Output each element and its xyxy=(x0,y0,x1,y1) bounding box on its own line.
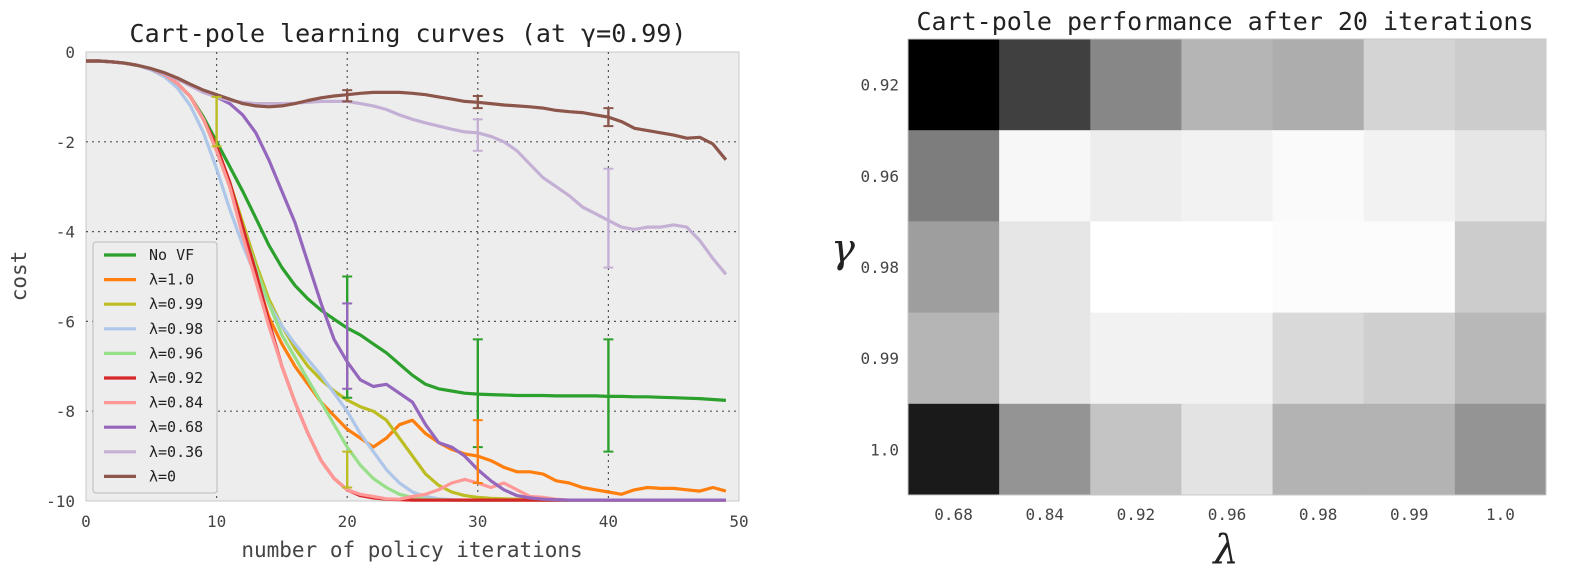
heatmap-cell xyxy=(908,130,1000,222)
legend-label-8: λ=0.36 xyxy=(149,443,203,461)
heatmap-y-axis-label: γ xyxy=(831,226,855,272)
heatmap-cell xyxy=(908,39,1000,131)
heatmap-x-axis-label: λ xyxy=(1211,527,1238,569)
heatmap-x-tick-label: 1.0 xyxy=(1486,505,1515,524)
heatmap-cell xyxy=(1090,130,1182,222)
heatmap-y-tick-labels: 0.92 0.96 0.98 0.99 1.0 xyxy=(860,76,899,460)
heatmap-x-tick-label: 0.98 xyxy=(1299,505,1338,524)
x-tick-label: 40 xyxy=(599,512,618,531)
heatmap-x-tick-label: 0.84 xyxy=(1025,505,1064,524)
x-tick-label: 50 xyxy=(729,512,748,531)
x-tick-labels: 0 10 20 30 40 50 xyxy=(81,512,748,531)
x-tick-label: 10 xyxy=(207,512,226,531)
heatmap-cell xyxy=(908,312,1000,405)
heatmap-x-tick-label: 0.96 xyxy=(1208,505,1247,524)
heatmap-frame xyxy=(907,38,1547,496)
heatmap-cell xyxy=(1454,39,1547,131)
heatmap-cell xyxy=(1454,403,1547,496)
heatmap-x-tick-label: 0.92 xyxy=(1117,505,1156,524)
legend-label-0: No VF xyxy=(149,246,194,264)
error-bar xyxy=(472,118,483,152)
heatmap-cell xyxy=(1181,130,1274,222)
legend-label-9: λ=0 xyxy=(149,467,176,485)
legend-label-5: λ=0.92 xyxy=(149,369,203,387)
y-tick-label: -4 xyxy=(56,223,75,242)
heatmap-cell xyxy=(1181,221,1274,314)
heatmap-y-tick-label: 1.0 xyxy=(870,440,899,459)
x-tick-label: 20 xyxy=(338,512,357,531)
error-bar xyxy=(472,95,483,110)
heatmap-cell xyxy=(1363,312,1456,405)
heatmap-cell xyxy=(1181,39,1274,131)
error-bar xyxy=(603,338,614,453)
y-axis-label: cost xyxy=(7,251,31,302)
heatmap-cell xyxy=(1454,130,1547,222)
heatmap-cell xyxy=(908,403,1000,496)
heatmap-cell xyxy=(1363,130,1456,222)
error-bar xyxy=(342,450,353,489)
heatmap-cell xyxy=(1363,221,1456,314)
heatmap-cell xyxy=(1090,221,1182,314)
heatmap-cell xyxy=(1454,221,1547,314)
heatmap-cell xyxy=(999,39,1091,131)
legend-label-7: λ=0.68 xyxy=(149,418,203,436)
heatmap-cell xyxy=(1181,403,1274,496)
error-bar xyxy=(211,95,222,148)
legend-label-1: λ=1.0 xyxy=(149,271,194,289)
heatmap-cell xyxy=(1272,221,1365,314)
error-bar xyxy=(342,302,353,390)
legend-label-3: λ=0.98 xyxy=(149,320,203,338)
heatmap-cell xyxy=(908,221,1000,314)
error-bar xyxy=(342,89,353,103)
heatmap-y-tick-label: 0.98 xyxy=(860,258,899,277)
heatmap-cell xyxy=(1272,39,1365,131)
heatmap-cell xyxy=(999,130,1091,222)
heatmap-plot: Cart-pole performance after 20 iteration… xyxy=(831,7,1547,569)
legend: No VF λ=1.0 λ=0.99 λ=0.98 λ=0.96 λ=0.92 λ=0.84… xyxy=(92,241,218,494)
heatmap-cell xyxy=(1090,39,1182,131)
heatmap-cells xyxy=(908,39,1547,496)
heatmap-x-tick-label: 0.99 xyxy=(1390,505,1429,524)
error-bar xyxy=(603,107,614,128)
series-line-9 xyxy=(86,59,728,161)
error-bar xyxy=(603,167,614,269)
y-tick-label: -10 xyxy=(46,492,75,511)
heatmap-title: Cart-pole performance after 20 iteration… xyxy=(916,7,1533,36)
y-tick-label: -6 xyxy=(56,312,75,331)
legend-label-4: λ=0.96 xyxy=(149,344,203,362)
heatmap-cell xyxy=(999,312,1091,405)
y-tick-label: 0 xyxy=(65,43,75,62)
heatmap-cell xyxy=(1272,312,1365,405)
heatmap-cell xyxy=(1454,312,1547,405)
series-lines xyxy=(86,59,728,502)
heatmap-cell xyxy=(1090,312,1182,405)
x-tick-label: 0 xyxy=(81,512,91,531)
heatmap-cell xyxy=(1363,403,1456,496)
y-tick-label: -8 xyxy=(56,402,75,421)
error-bars xyxy=(211,89,614,489)
heatmap-cell xyxy=(1090,403,1182,496)
heatmap-y-tick-label: 0.92 xyxy=(860,76,899,95)
x-tick-label: 30 xyxy=(468,512,487,531)
heatmap-x-tick-label: 0.68 xyxy=(934,505,973,524)
y-tick-label: -2 xyxy=(56,133,75,152)
heatmap-cell xyxy=(1272,130,1365,222)
heatmap-cell xyxy=(1181,312,1274,405)
x-axis-label: number of policy iterations xyxy=(241,538,582,562)
heatmap-cell xyxy=(999,403,1091,496)
error-bar xyxy=(472,419,483,485)
heatmap-y-tick-label: 0.99 xyxy=(860,349,899,368)
legend-label-2: λ=0.99 xyxy=(149,295,203,313)
heatmap-cell xyxy=(1272,403,1365,496)
heatmap-y-tick-label: 0.96 xyxy=(860,167,899,186)
heatmap-cell xyxy=(999,221,1091,314)
legend-label-6: λ=0.84 xyxy=(149,394,203,412)
heatmap-cell xyxy=(1363,39,1456,131)
heatmap-x-tick-labels: 0.68 0.84 0.92 0.96 0.98 0.99 1.0 xyxy=(934,505,1515,524)
learning-curves-plot: Cart-pole learning curves (at γ=0.99) 0-… xyxy=(7,19,749,562)
learning-curves-title: Cart-pole learning curves (at γ=0.99) xyxy=(130,19,687,48)
y-tick-labels: 0 -2 -4 -6 -8 -10 xyxy=(46,43,75,511)
